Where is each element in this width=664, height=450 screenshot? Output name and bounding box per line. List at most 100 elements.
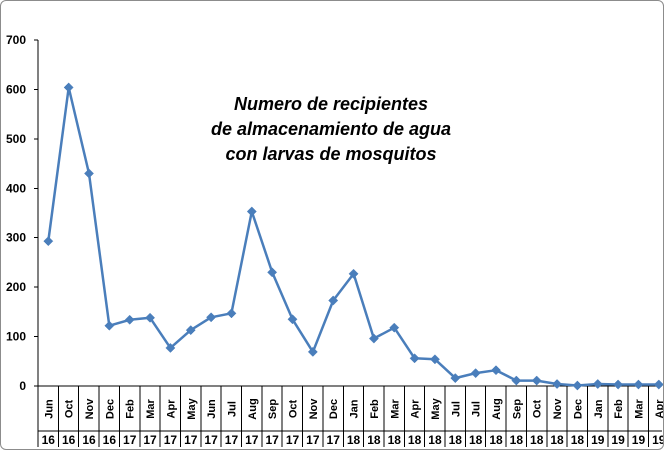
x-year-label: 18	[530, 433, 544, 447]
x-month-label: Jan	[349, 399, 361, 418]
data-point-marker	[206, 312, 217, 323]
x-year-label: 18	[449, 433, 463, 447]
x-year-label: 16	[62, 433, 76, 447]
x-month-label: Apr	[410, 399, 422, 419]
x-year-label: 18	[388, 433, 402, 447]
x-month-label: Jan	[593, 399, 605, 418]
x-year-label: 18	[367, 433, 381, 447]
x-month-label: Oct	[64, 399, 76, 418]
data-point-marker	[145, 312, 156, 323]
x-year-label: 18	[428, 433, 442, 447]
x-year-label: 18	[510, 433, 524, 447]
data-point-marker	[450, 373, 461, 384]
y-axis-ticks: 0 100 200 300 400 500 600 700	[6, 33, 38, 393]
data-point-marker	[348, 268, 359, 279]
x-year-label: 17	[184, 433, 198, 447]
x-month-label: Sep	[267, 399, 279, 419]
x-year-label: 17	[265, 433, 279, 447]
x-month-label: Aug	[247, 398, 259, 419]
chart-title-line-3: con larvas de mosquitos	[225, 144, 436, 164]
data-point-marker	[491, 365, 501, 376]
x-year-label: 17	[327, 433, 341, 447]
x-month-label: Sep	[511, 399, 523, 419]
y-tick-label: 100	[6, 330, 26, 344]
x-month-label: Apr	[165, 399, 177, 419]
x-year-label: 16	[42, 433, 56, 447]
data-point-marker	[409, 353, 420, 364]
data-point-marker	[511, 375, 522, 386]
data-point-marker	[185, 325, 196, 336]
x-year-label: 16	[103, 433, 117, 447]
x-month-label: Oct	[532, 399, 544, 418]
data-point-marker	[165, 342, 176, 353]
x-month-label: Nov	[84, 398, 96, 420]
x-year-label: 17	[143, 433, 157, 447]
data-point-marker	[552, 379, 563, 389]
x-month-label: Jun	[43, 399, 55, 419]
chart-title-line-2: de almacenamiento de agua	[211, 119, 451, 139]
data-point-marker	[633, 379, 644, 390]
data-point-marker	[104, 320, 115, 331]
data-point-marker	[63, 82, 74, 93]
x-month-label: May	[430, 397, 442, 419]
x-month-label: Dec	[104, 399, 116, 419]
y-tick-label: 700	[6, 33, 26, 47]
data-point-marker	[287, 314, 298, 325]
data-point-marker	[246, 206, 257, 217]
data-point-marker	[43, 236, 54, 247]
data-point-marker	[470, 368, 481, 379]
series-line-group	[43, 82, 663, 391]
x-month-label: Nov	[308, 398, 320, 420]
x-month-label: Jul	[471, 401, 483, 417]
x-year-label: 19	[591, 433, 605, 447]
data-point-marker	[226, 308, 237, 319]
x-year-label: 19	[611, 433, 625, 447]
data-point-marker	[328, 295, 339, 306]
x-year-label: 16	[82, 433, 96, 447]
x-year-label: 17	[306, 433, 320, 447]
x-year-label: 18	[347, 433, 361, 447]
x-year-label: 17	[286, 433, 300, 447]
data-point-marker	[389, 322, 400, 333]
x-month-label: May	[186, 397, 198, 419]
x-year-label: 18	[571, 433, 585, 447]
y-tick-label: 300	[6, 231, 26, 245]
x-axis-labels: Jun 16 Oct 16 Nov 16 Dec 16 Feb 17 Mar 17 Apr 17 May 17…	[42, 397, 663, 447]
y-tick-label: 0	[19, 379, 26, 393]
x-month-label: Mar	[145, 399, 157, 419]
x-month-label: Apr	[654, 399, 663, 419]
x-month-label: Mar	[633, 399, 645, 419]
x-year-label: 18	[408, 433, 422, 447]
x-year-label: 18	[489, 433, 503, 447]
data-point-marker	[124, 314, 135, 325]
y-tick-label: 500	[6, 132, 26, 146]
data-point-marker	[368, 333, 379, 344]
x-year-label: 19	[652, 433, 663, 447]
x-month-label: Feb	[613, 399, 625, 419]
data-point-marker	[84, 168, 94, 179]
x-month-label: Jul	[450, 401, 462, 417]
x-month-label: Feb	[369, 399, 381, 419]
x-month-label: Dec	[572, 399, 584, 419]
x-year-label: 17	[164, 433, 178, 447]
x-month-label: Jun	[206, 399, 218, 419]
y-tick-label: 200	[6, 280, 26, 294]
chart-title-line-1: Numero de recipientes	[234, 94, 428, 114]
x-year-label: 17	[245, 433, 259, 447]
y-tick-label: 600	[6, 82, 26, 96]
x-year-label: 17	[204, 433, 218, 447]
x-month-label: Feb	[125, 399, 137, 419]
x-year-label: 18	[469, 433, 483, 447]
data-point-marker	[267, 267, 278, 278]
x-month-label: Jul	[226, 401, 238, 417]
data-point-marker	[531, 375, 542, 386]
x-year-label: 17	[225, 433, 239, 447]
data-point-marker	[572, 380, 583, 391]
data-point-marker	[653, 379, 663, 390]
x-month-label: Oct	[288, 399, 300, 418]
x-year-label: 17	[123, 433, 137, 447]
data-point-marker	[307, 346, 318, 357]
x-month-label: Nov	[552, 398, 564, 420]
x-month-label: Mar	[389, 399, 401, 419]
